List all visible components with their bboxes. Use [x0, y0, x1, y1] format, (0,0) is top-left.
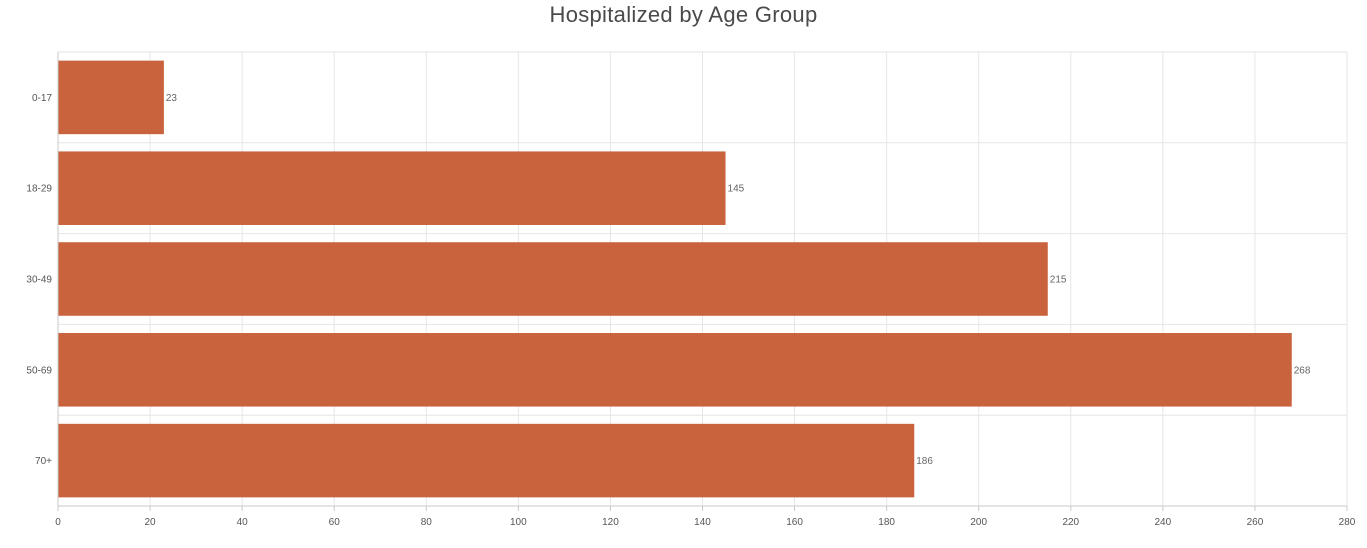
bar-0-17 [58, 60, 164, 135]
x-tick-label: 40 [237, 517, 249, 528]
bar-18-29 [58, 151, 726, 225]
x-tick-label: 60 [329, 517, 341, 528]
x-tick-label: 260 [1247, 517, 1264, 528]
x-tick-label: 180 [878, 517, 895, 528]
y-tick-label: 30-49 [26, 275, 52, 286]
x-tick-label: 140 [694, 517, 711, 528]
y-tick-label: 50-69 [26, 365, 52, 376]
chart-title: Hospitalized by Age Group [549, 2, 818, 27]
x-tick-label: 120 [602, 517, 619, 528]
bars [58, 60, 1292, 498]
data-label: 268 [1294, 365, 1311, 376]
y-tick-label: 18-29 [26, 184, 52, 195]
x-tick-label: 280 [1339, 517, 1356, 528]
y-tick-label: 0-17 [32, 93, 52, 104]
bar-50-69 [58, 333, 1292, 407]
labels: 0-17 23 18-29 145 30-49 215 50-69 268 70+ 186 0 20 4… [26, 93, 1355, 528]
data-label: 145 [728, 184, 745, 195]
bar-30-49 [58, 242, 1048, 316]
x-tick-label: 100 [510, 517, 527, 528]
x-tick-label: 240 [1155, 517, 1172, 528]
x-tick-label: 220 [1062, 517, 1079, 528]
x-tick-label: 160 [786, 517, 803, 528]
data-label: 215 [1050, 275, 1067, 286]
x-tick-label: 200 [970, 517, 987, 528]
x-tick-label: 20 [145, 517, 157, 528]
data-label: 186 [916, 456, 933, 467]
x-tick-label: 0 [55, 517, 61, 528]
bar-70+ [58, 423, 915, 498]
data-label: 23 [166, 93, 178, 104]
axes [57, 52, 1348, 511]
x-tick-label: 80 [421, 517, 433, 528]
y-tick-label: 70+ [35, 456, 52, 467]
